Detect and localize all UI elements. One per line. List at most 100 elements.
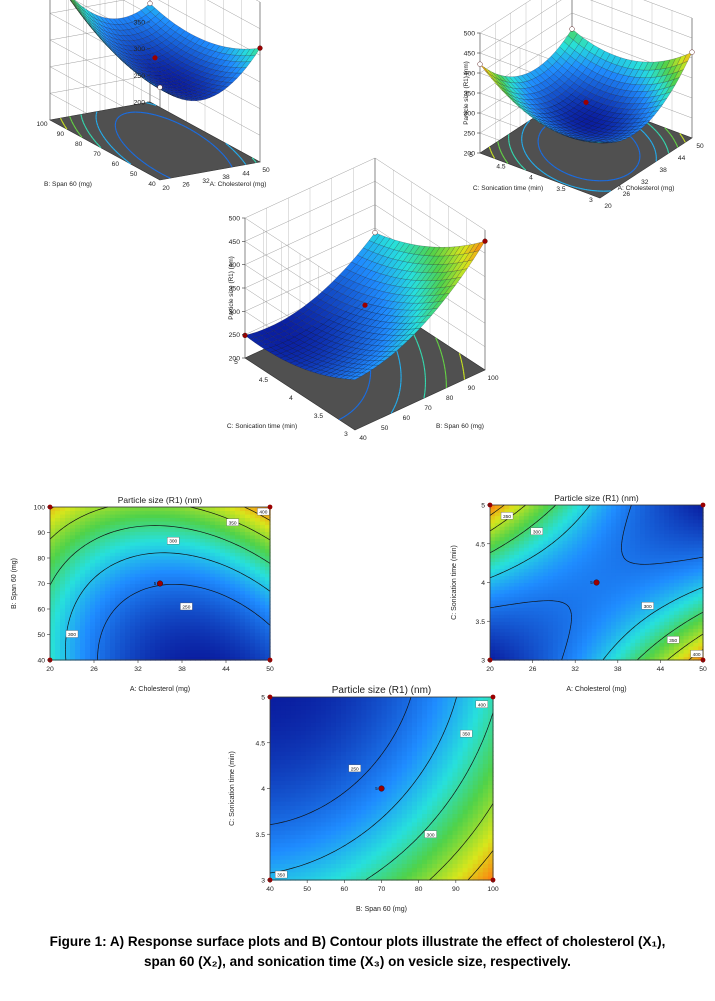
contour_AB-cell: [100, 545, 106, 550]
contour_AC-cell: [509, 586, 515, 591]
contour_AC-cell: [528, 540, 535, 545]
contour_AB-cell: [230, 590, 236, 595]
contour_AB-cell: [130, 646, 136, 651]
contour_AB-cell: [105, 580, 111, 585]
contour_AB-cell: [230, 604, 236, 609]
contour_AC-cell: [519, 624, 525, 629]
contour_AB-cell: [120, 552, 126, 557]
contour_AC-cell: [499, 589, 506, 594]
contour_AB-cell: [185, 576, 191, 581]
contour_AC-cell: [528, 543, 535, 548]
contour_AB-cell: [150, 520, 156, 525]
contour_AB-cell: [120, 513, 126, 519]
contour_AB-cell: [170, 590, 176, 595]
contour_AB-cell: [220, 510, 226, 515]
contour_AB-cell: [90, 527, 96, 532]
contour_AC-cell: [504, 603, 510, 608]
surface_AB-xtick-label: 20: [162, 185, 170, 192]
contour_AB-cell: [105, 510, 111, 515]
contour_AB-cell: [225, 545, 231, 550]
contour_AC-cell: [499, 642, 506, 647]
contour_AB-cell: [175, 653, 181, 658]
contour_AC-cell: [528, 603, 535, 608]
contour_AB-cell: [95, 597, 101, 602]
contour_AC-cell: [504, 624, 510, 629]
contour_AB-cell: [165, 618, 171, 623]
contour_AC-cell: [504, 536, 510, 541]
contour_AB-cell: [160, 593, 166, 599]
contour_AB-cell: [155, 593, 161, 599]
contour_AB-cell: [190, 569, 196, 574]
contour_AB-cell: [200, 559, 206, 564]
contour_AB-cell: [115, 510, 121, 515]
contour_AB-cell: [145, 642, 151, 647]
contour_AC-cell: [504, 554, 510, 559]
contour_AB-cell: [85, 618, 91, 623]
contour_AB-cell: [195, 538, 201, 543]
surface_AB-contour-seg: [230, 164, 233, 168]
surface_AC-contour-seg: [513, 155, 516, 158]
contour_AB-cell: [120, 604, 126, 609]
contour_AB-cell: [150, 538, 156, 543]
contour_AB-cell: [255, 639, 261, 644]
contour_AC-cell: [528, 578, 535, 584]
contour_AB-cell: [90, 586, 96, 592]
contour_AB-cell: [210, 562, 216, 567]
contour_AB-cell: [185, 510, 191, 515]
contour_AC-cell: [499, 635, 506, 640]
contour_AB-cell: [145, 611, 151, 616]
contour_AB-cell: [120, 566, 126, 571]
contour_AC-cell: [519, 582, 525, 587]
contour_AC-cell: [533, 561, 540, 566]
contour_AB-cell: [165, 555, 171, 560]
contour_AC-cell: [490, 564, 496, 570]
contour_AC-cell: [504, 533, 510, 538]
contour_AB-cell: [100, 611, 106, 616]
contour_AB-cell: [140, 642, 146, 647]
contour_AB-cell: [230, 600, 236, 605]
contour_AB-cell: [205, 639, 211, 644]
contour_AB-cell: [250, 562, 256, 567]
contour_AB-cell: [145, 520, 151, 525]
contour_AB-cell: [80, 524, 86, 529]
contour_AB-cell: [210, 597, 216, 602]
contour_AB-cell: [155, 614, 161, 619]
contour_AB-cell: [120, 625, 126, 630]
contour_AB-cell: [160, 541, 166, 546]
contour_AB-cell: [125, 569, 131, 574]
contour_AB-cell: [155, 573, 161, 578]
contour_AB-cell: [80, 576, 86, 581]
surface_BC-contour-seg: [366, 388, 368, 392]
contour_AC-cell: [509, 607, 515, 612]
contour_AB-cell: [115, 618, 121, 623]
contour_AB-cell: [65, 604, 71, 609]
contour_AB-cell: [225, 590, 231, 595]
contour_AB-cell: [170, 510, 176, 515]
contour_AB-cell: [225, 632, 231, 637]
contour_AB-cell: [220, 604, 226, 609]
contour_AB-cell: [50, 552, 56, 557]
contour_AB-cell: [210, 517, 216, 522]
contour_AB-cell: [160, 628, 166, 633]
contour_AB-cell: [260, 639, 266, 644]
contour_AB-cell: [220, 607, 226, 612]
contour_AB-cell: [85, 517, 91, 522]
contour_AB-cell: [115, 593, 121, 599]
contour_AC-cell: [538, 603, 544, 608]
contour_AC-cell: [528, 575, 535, 580]
contour_AC-cell: [499, 505, 506, 510]
contour_AB-cell: [70, 593, 76, 599]
contour_AC-cell: [499, 586, 506, 591]
contour_AB-cell: [235, 625, 241, 630]
contour_AB-cell: [65, 517, 71, 522]
contour_AB-cell: [195, 531, 201, 536]
contour_AB-cell: [210, 520, 216, 525]
contour_AB-cell: [205, 600, 211, 605]
contour_AB-cell: [105, 600, 111, 605]
contour_AB-cell: [125, 614, 131, 619]
contour_AB-cell: [185, 534, 191, 539]
contour_AB-cell: [95, 510, 101, 515]
contour_AB-cell: [125, 573, 131, 578]
surface_AC-ytick-label: 3: [589, 197, 593, 204]
contour_AB-cell: [170, 593, 176, 599]
